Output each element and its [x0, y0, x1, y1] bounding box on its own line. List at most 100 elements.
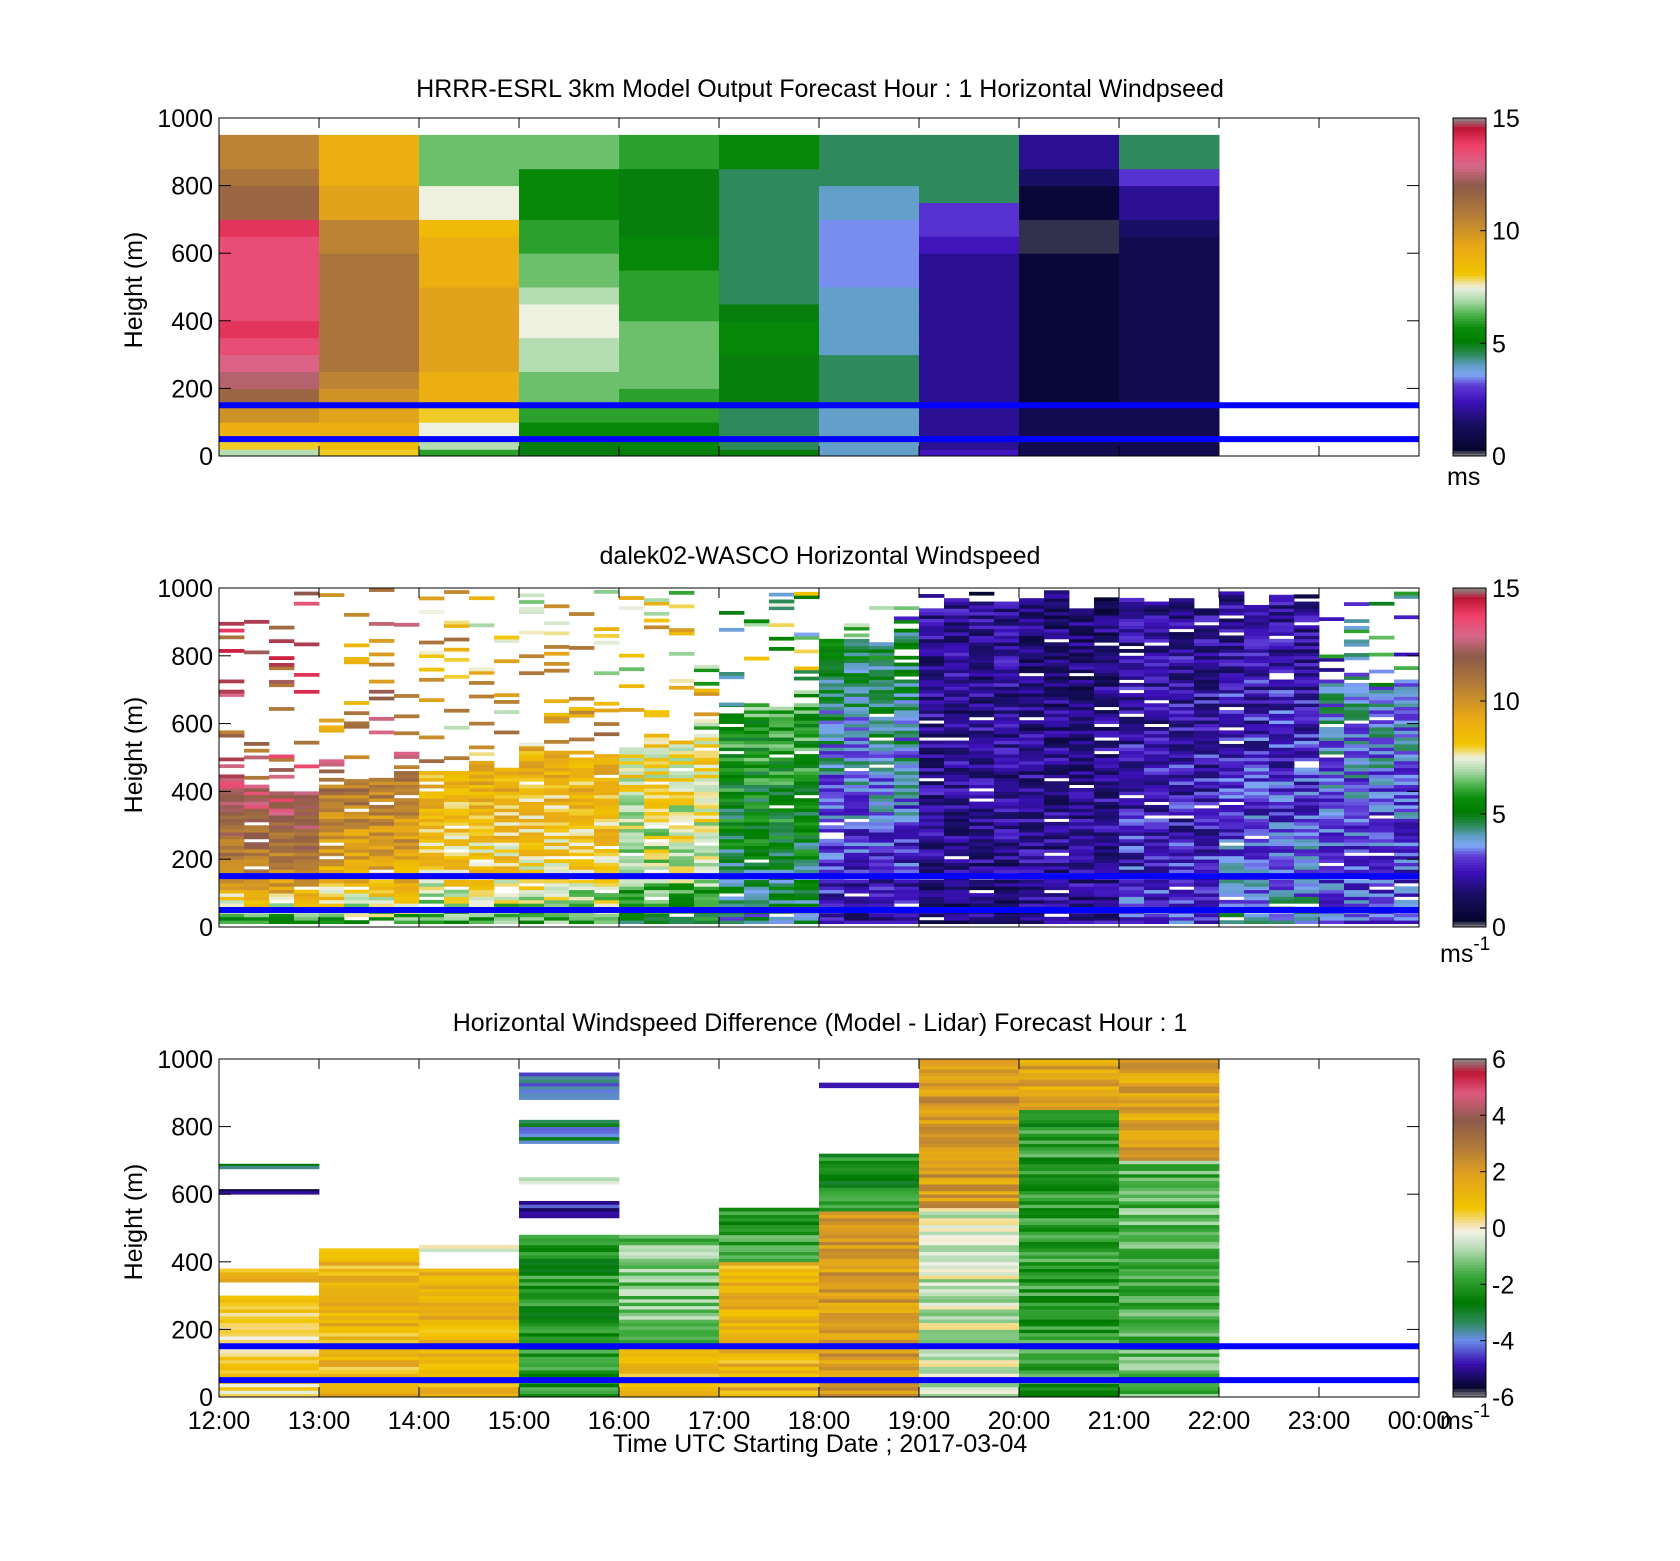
heatmap-cell [519, 845, 545, 850]
heatmap-cell [1369, 879, 1395, 884]
colorbar-swatch [1453, 281, 1486, 285]
heatmap-cell [794, 913, 820, 918]
heatmap-cell [1219, 750, 1245, 755]
heatmap-cell [544, 781, 570, 786]
heatmap-cell [444, 903, 470, 908]
heatmap-cell [1294, 716, 1320, 721]
heatmap-cell [569, 862, 595, 867]
heatmap-cell [1219, 696, 1245, 701]
heatmap-cell [744, 713, 770, 718]
heatmap-cell [994, 604, 1020, 609]
heatmap-cell [1194, 774, 1220, 779]
heatmap-cell [1044, 621, 1070, 626]
heatmap-cell [319, 889, 345, 894]
heatmap-cell [1069, 757, 1095, 762]
heatmap-cell [319, 794, 345, 799]
heatmap-cell [1369, 771, 1395, 775]
heatmap-cell [719, 849, 745, 853]
heatmap-cell [919, 168, 1020, 187]
heatmap-cell [1019, 808, 1045, 813]
colorbar-swatch [1453, 1320, 1486, 1325]
heatmap-cell [319, 869, 345, 874]
heatmap-cell [1019, 608, 1045, 613]
heatmap-cell [769, 750, 795, 755]
heatmap-cell [894, 828, 920, 833]
heatmap-cell [1144, 855, 1170, 860]
heatmap-cell [569, 798, 595, 802]
heatmap-cell [569, 852, 595, 857]
heatmap-cell [1369, 601, 1395, 606]
heatmap-cell [519, 750, 545, 755]
heatmap-cell [294, 672, 320, 677]
heatmap-cell [1319, 804, 1345, 809]
heatmap-cell [369, 811, 395, 816]
heatmap-cell [1194, 808, 1220, 813]
heatmap-cell [1319, 737, 1345, 741]
heatmap-cell [769, 713, 795, 718]
heatmap-cell [969, 801, 995, 806]
heatmap-cell [1169, 835, 1195, 840]
heatmap-cell [1019, 1113, 1120, 1117]
heatmap-cell [419, 1359, 520, 1364]
heatmap-cell [744, 720, 770, 724]
heatmap-cell [1269, 777, 1295, 782]
heatmap-cell [494, 635, 520, 640]
colorbar-swatch [1453, 811, 1486, 815]
heatmap-cell [1344, 774, 1370, 779]
heatmap-cell [1344, 723, 1370, 728]
heatmap-cell [269, 679, 295, 684]
heatmap-cell [344, 657, 370, 661]
heatmap-cell [1044, 611, 1070, 616]
heatmap-cell [544, 631, 570, 636]
heatmap-cell [544, 760, 570, 765]
heatmap-cell [1369, 920, 1395, 925]
heatmap-cell [1119, 659, 1145, 663]
heatmap-cell [669, 842, 695, 847]
heatmap-cell [394, 771, 420, 775]
heatmap-cell [544, 916, 570, 921]
heatmap-cell [794, 849, 820, 853]
heatmap-cell [219, 1189, 320, 1192]
colorbar-swatch [1453, 213, 1486, 218]
heatmap-cell [1019, 1102, 1120, 1107]
heatmap-cell [644, 899, 670, 904]
heatmap-cell [1144, 713, 1170, 718]
heatmap-cell [1119, 1170, 1220, 1175]
heatmap-cell [1219, 679, 1245, 684]
heatmap-cell [919, 1322, 1020, 1327]
heatmap-cell [619, 1255, 720, 1259]
colorbar-swatch [1453, 616, 1486, 620]
heatmap-cell [694, 882, 720, 887]
heatmap-cell [644, 784, 670, 789]
heatmap-cell [994, 893, 1020, 897]
heatmap-cell [1144, 913, 1170, 918]
heatmap-cell [669, 903, 695, 908]
colorbar-swatch [1453, 177, 1486, 181]
colorbar-swatch [1453, 1115, 1486, 1119]
heatmap-cell [244, 619, 270, 624]
heatmap-cell [819, 913, 845, 918]
heatmap-cell [1219, 788, 1245, 792]
heatmap-cell [1194, 794, 1220, 799]
heatmap-cell [819, 1248, 920, 1253]
heatmap-cell [1069, 865, 1095, 870]
heatmap-cell [1144, 845, 1170, 850]
heatmap-cell [519, 886, 545, 891]
colorbar-swatch [1453, 222, 1486, 226]
heatmap-cell [744, 733, 770, 738]
heatmap-cell [919, 1143, 1020, 1148]
colorbar-swatch [1453, 686, 1486, 691]
heatmap-cell [519, 742, 545, 747]
colorbar-swatch [1453, 1166, 1486, 1170]
heatmap-cell [819, 920, 845, 925]
heatmap-cell [894, 665, 920, 670]
heatmap-cell [1019, 689, 1045, 694]
heatmap-cell [594, 825, 620, 830]
heatmap-cell [794, 710, 820, 714]
heatmap-cell [1119, 676, 1145, 680]
heatmap-cell [1019, 598, 1045, 602]
heatmap-cell [1294, 893, 1320, 897]
heatmap-cell [1019, 1109, 1120, 1114]
heatmap-cell [394, 886, 420, 891]
heatmap-cell [794, 784, 820, 789]
